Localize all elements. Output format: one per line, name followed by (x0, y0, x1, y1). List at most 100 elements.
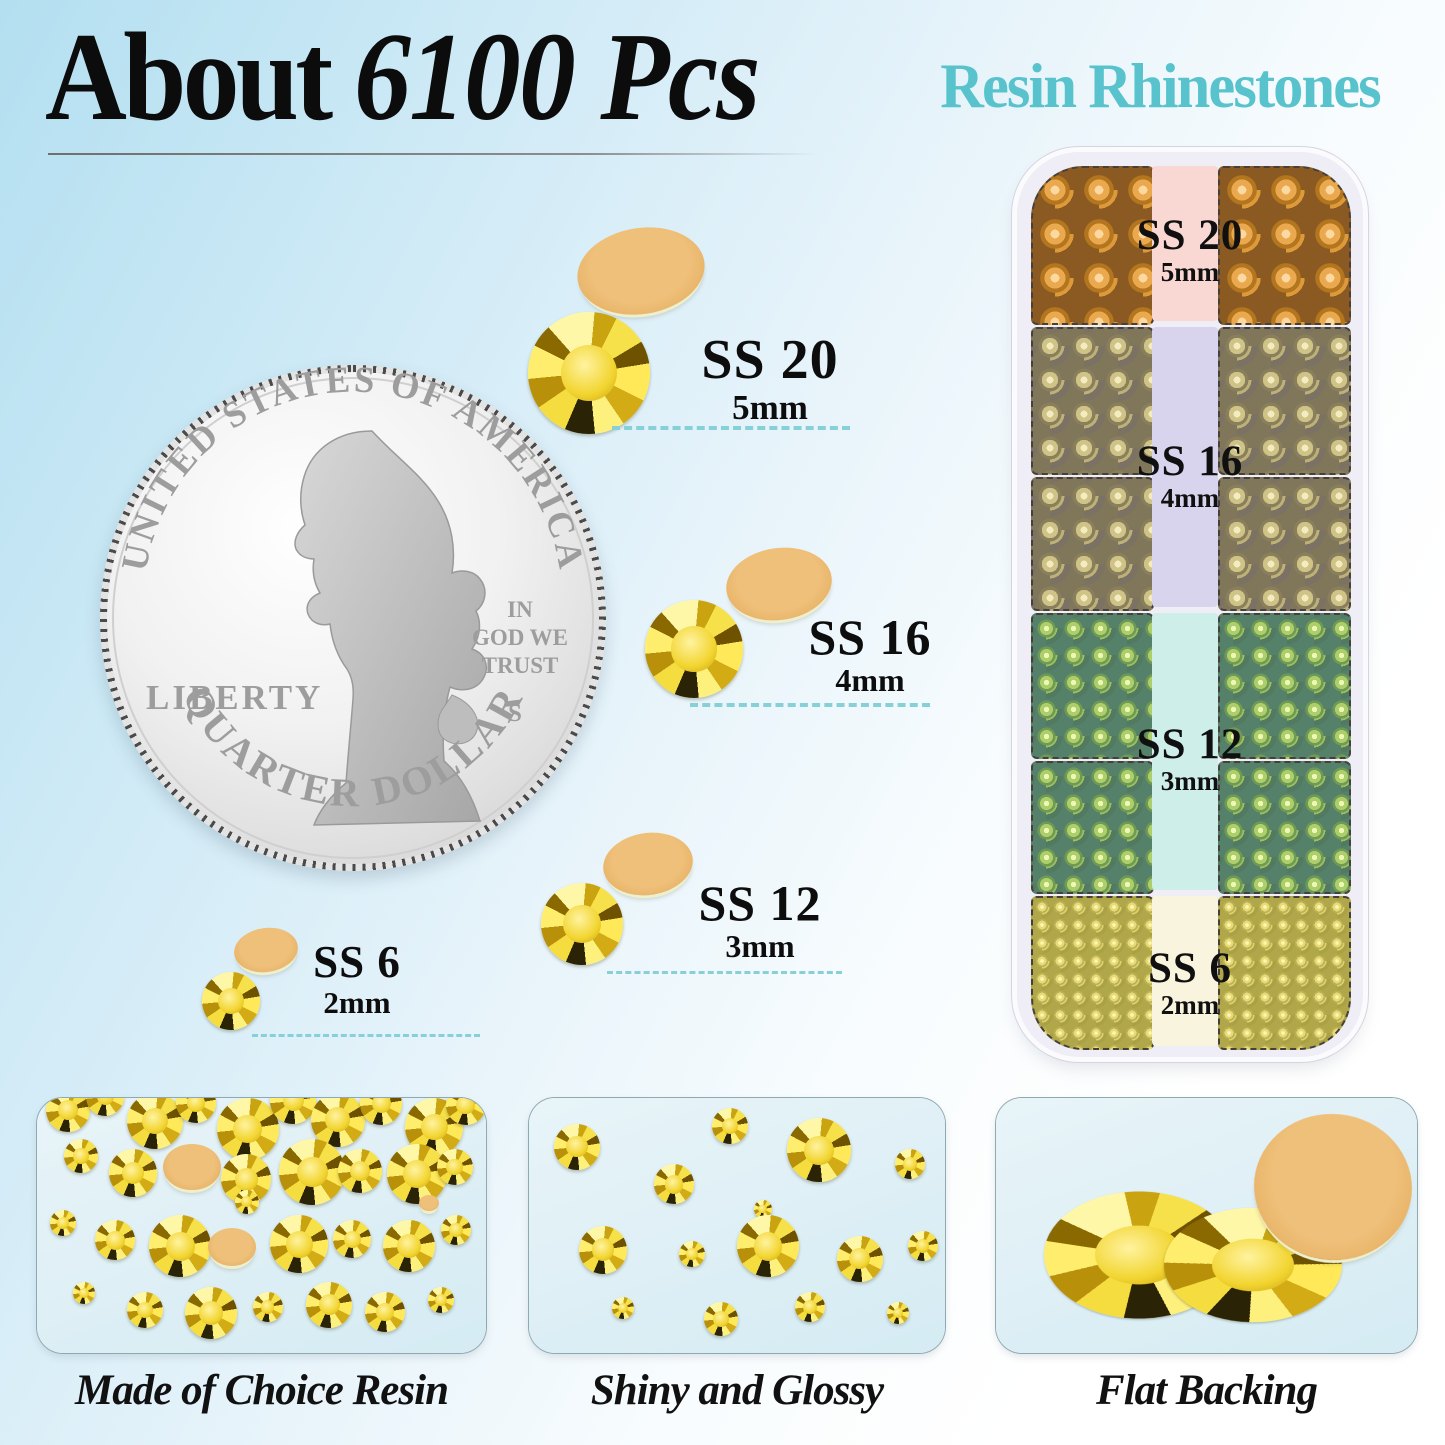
rhinestone-front-view (126, 1291, 163, 1328)
feature-caption-resin: Made of Choice Resin (75, 1367, 449, 1414)
size-entry-ss16: SS 16 4mm (620, 535, 955, 715)
title-count: 6100 Pcs (354, 8, 760, 147)
rhinestone-front-view (678, 1240, 705, 1267)
rhinestone-front-view (836, 1235, 883, 1282)
case-strip-ss12 (1152, 613, 1218, 890)
size-name: SS 16 (808, 609, 932, 665)
size-mm: 4mm (835, 662, 905, 698)
size-label: SS 16 4mm (785, 612, 955, 698)
size-entry-ss6: SS 6 2mm (195, 922, 495, 1047)
rhinestone-back-view (571, 218, 711, 324)
rhinestone-front-view (441, 1215, 472, 1246)
rhinestone-front-view (202, 972, 260, 1030)
feature-caption-glossy: Shiny and Glossy (590, 1367, 884, 1414)
size-label: SS 12 3mm (675, 878, 845, 964)
case-size-name: SS 20 (1136, 212, 1244, 259)
rhinestone-front-view (337, 1149, 382, 1193)
case-compartment-ss16-left-top (1031, 327, 1154, 475)
case-compartment-ss12-right-top (1218, 613, 1351, 759)
size-label: SS 6 2mm (277, 937, 437, 1020)
case-label-ss6: SS 6 2mm (1065, 947, 1315, 1021)
case-compartment-ss16-right-top (1218, 327, 1351, 475)
size-entry-ss20: SS 20 5mm (520, 218, 865, 440)
title-about: About (45, 8, 333, 147)
case-label-ss16: SS 16 4mm (1065, 440, 1315, 514)
rhinestone-front-view (95, 1220, 136, 1261)
dashed-divider (612, 426, 850, 430)
rhinestone-front-view (306, 1281, 353, 1328)
rhinestone-front-view (712, 1108, 749, 1145)
page-title: About 6100 Pcs (45, 6, 783, 150)
rhinestone-back-view (207, 1228, 256, 1267)
coin-engraving: UNITED STATES OF AMERICA QUARTER DOLLAR … (112, 365, 594, 859)
coin-motto-line1: IN (507, 597, 533, 622)
rhinestone-front-view (653, 1164, 694, 1205)
dashed-divider (252, 1034, 480, 1037)
rhinestone-front-view (737, 1215, 799, 1278)
size-name: SS 12 (698, 875, 822, 931)
coin-motto-line2: GOD WE (472, 625, 568, 650)
rhinestone-front-view (907, 1230, 938, 1261)
rhinestone-front-view (108, 1149, 157, 1197)
size-mm: 5mm (732, 388, 808, 428)
rhinestone-front-view (645, 600, 743, 698)
rhinestone-front-view (612, 1296, 635, 1319)
rhinestone-front-view (436, 1149, 473, 1185)
size-name: SS 6 (313, 937, 401, 987)
rhinestone-front-view (270, 1215, 329, 1274)
rhinestone-front-view (279, 1138, 346, 1205)
rhinestone-front-view (149, 1215, 212, 1278)
rhinestone-front-view (387, 1143, 448, 1204)
case-size-mm: 5mm (1160, 257, 1220, 287)
rhinestone-front-view (310, 1098, 365, 1147)
rhinestone-front-view (333, 1220, 372, 1259)
subtitle: Resin Rhinestones (940, 51, 1381, 121)
feature-photo-flat-backing (996, 1098, 1417, 1353)
rhinestone-front-view (126, 1098, 183, 1149)
feature-caption-flat: Flat Backing (1096, 1367, 1318, 1414)
rhinestone-front-view (360, 1098, 403, 1125)
rhinestone-front-view (72, 1281, 95, 1304)
case-strip-ss20 (1152, 166, 1218, 321)
rhinestone-front-view (86, 1098, 125, 1116)
hair-ribbon (437, 694, 479, 745)
rhinestone-front-view (578, 1225, 627, 1274)
rhinestone-front-view (63, 1138, 98, 1173)
coin-mint-mark: S (508, 700, 522, 727)
rhinestone-back-view (162, 1143, 221, 1191)
rhinestone-storage-case: SS 20 5mm SS 16 4mm SS 12 3mm SS 6 2mm (1017, 152, 1363, 1057)
coin-liberty-text: LIBERTY (146, 678, 323, 717)
coin-motto-line3: TRUST (482, 653, 559, 678)
case-strip-ss16 (1152, 327, 1218, 607)
case-size-name: SS 6 (1147, 945, 1233, 992)
case-size-name: SS 12 (1136, 721, 1244, 768)
case-size-mm: 4mm (1160, 483, 1220, 513)
rhinestone-front-view (364, 1291, 405, 1332)
rhinestone-front-view (703, 1302, 738, 1336)
rhinestone-front-view (786, 1118, 851, 1183)
rhinestone-front-view (382, 1220, 435, 1273)
rhinestone-front-view (528, 312, 650, 434)
coin-inner-ring (112, 377, 594, 859)
rhinestone-back-view (418, 1194, 439, 1211)
case-label-ss12: SS 12 3mm (1065, 723, 1315, 797)
case-size-name: SS 16 (1136, 438, 1244, 485)
size-entry-ss12: SS 12 3mm (535, 827, 860, 983)
case-compartment-ss6-right (1218, 896, 1351, 1050)
feature-photo-glossy (529, 1098, 945, 1353)
case-strip-ss6 (1152, 896, 1218, 1046)
rhinestone-front-view (234, 1189, 259, 1214)
case-compartment-ss12-left-bottom (1031, 761, 1154, 894)
rhinestone-front-view (541, 883, 623, 965)
rhinestone-front-view (753, 1200, 772, 1218)
rhinestone-front-view (886, 1302, 909, 1324)
case-compartment-ss16-right-bottom (1218, 477, 1351, 611)
title-underline (48, 153, 818, 155)
rhinestone-front-view (895, 1149, 926, 1179)
rhinestone-front-view (553, 1123, 600, 1170)
size-name: SS 20 (701, 329, 839, 391)
case-compartment-ss20-right (1218, 166, 1351, 325)
case-compartment-ss6-left (1031, 896, 1154, 1050)
case-label-ss20: SS 20 5mm (1065, 214, 1315, 288)
